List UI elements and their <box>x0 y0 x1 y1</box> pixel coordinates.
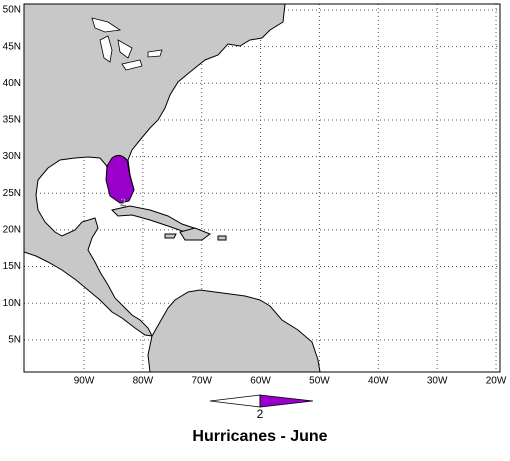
lon-label: 20W <box>486 376 507 387</box>
swath-label: 2 <box>120 197 126 209</box>
legend-swatch <box>209 394 261 408</box>
lon-label: 70W <box>191 376 212 387</box>
map-title: Hurricanes - June <box>192 428 327 445</box>
lake <box>91 17 122 33</box>
map-frame <box>23 3 501 373</box>
lat-label: 5N <box>8 334 21 345</box>
overlay: 2 <box>105 154 135 209</box>
lake <box>117 39 133 59</box>
legend-label: 2 <box>257 407 264 421</box>
island <box>164 233 177 239</box>
lat-label: 45N <box>3 41 21 52</box>
grid <box>24 4 500 372</box>
lat-label: 15N <box>3 261 21 272</box>
lon-label: 80W <box>133 376 154 387</box>
lon-label: 30W <box>427 376 448 387</box>
lon-label: 50W <box>309 376 330 387</box>
lat-label: 10N <box>3 298 21 309</box>
lon-label: 90W <box>74 376 95 387</box>
land <box>23 3 286 337</box>
island <box>217 235 227 241</box>
lake <box>99 35 113 63</box>
lat-label: 20N <box>3 225 21 236</box>
lon-label: 60W <box>250 376 271 387</box>
island <box>179 227 212 241</box>
lake <box>121 59 143 71</box>
lat-label: 50N <box>3 5 21 16</box>
lat-label: 25N <box>3 188 21 199</box>
lon-label: 40W <box>368 376 389 387</box>
legend-swatch <box>259 394 314 408</box>
lat-label: 35N <box>3 115 21 126</box>
hurricane-swath <box>105 154 135 204</box>
lat-label: 30N <box>3 151 21 162</box>
lat-label: 40N <box>3 78 21 89</box>
lake <box>147 49 163 58</box>
